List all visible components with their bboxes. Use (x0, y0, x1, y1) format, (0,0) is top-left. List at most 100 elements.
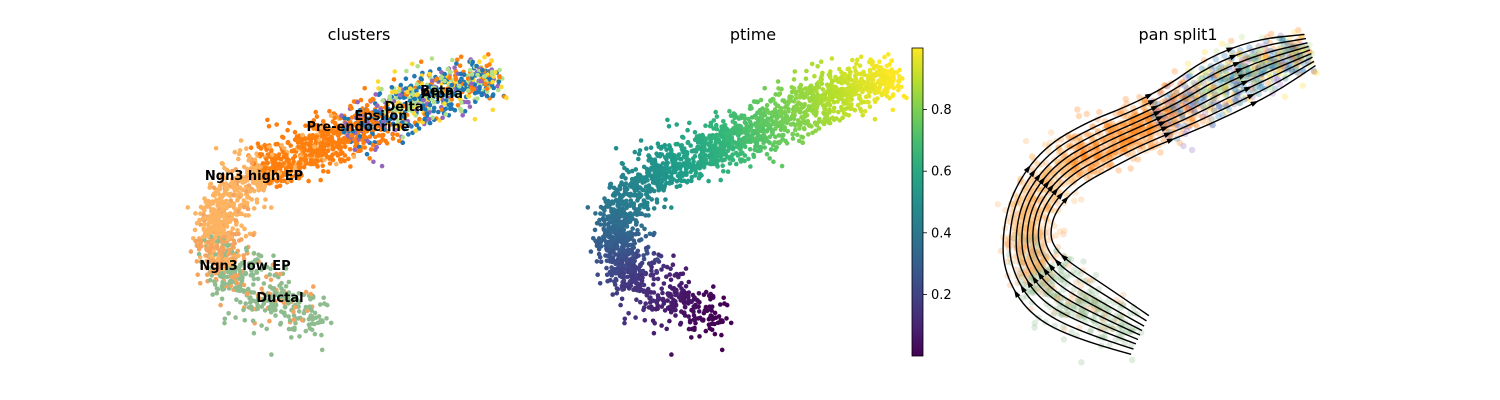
ptime-point (713, 315, 719, 321)
ptime-point (615, 286, 621, 292)
ptime-point (768, 126, 773, 131)
cluster-point (249, 264, 254, 270)
cluster-point (297, 334, 302, 339)
cluster-point (276, 161, 282, 167)
ptime-point (642, 199, 647, 204)
cluster-point (219, 225, 224, 230)
cluster-point (222, 320, 227, 326)
ptime-points (585, 52, 909, 357)
ptime-point (631, 192, 636, 198)
ptime-point (594, 259, 600, 264)
ptime-point (643, 301, 648, 306)
cluster-point (286, 294, 291, 300)
cluster-point (256, 252, 261, 257)
cluster-point (454, 61, 459, 66)
ptime-point (890, 79, 895, 85)
ptime-point (617, 248, 622, 253)
ptime-point (825, 89, 830, 94)
cluster-point (470, 59, 476, 65)
cluster-point (414, 122, 420, 128)
ptime-point (781, 132, 786, 138)
cluster-point (272, 307, 278, 313)
ptime-point (778, 107, 783, 112)
cluster-point (266, 124, 272, 129)
ptime-point (708, 139, 714, 144)
cluster-point (379, 86, 384, 92)
ptime-point (686, 294, 691, 300)
ptime-point (754, 115, 759, 121)
cluster-point (205, 233, 211, 239)
ptime-point (803, 76, 809, 81)
ptime-point (855, 57, 860, 63)
cluster-point (293, 170, 299, 176)
cluster-point (301, 164, 307, 170)
ptime-point (753, 140, 758, 145)
cluster-point (287, 120, 292, 126)
cluster-point (277, 283, 282, 288)
cluster-point (210, 224, 216, 229)
ptime-point (742, 115, 747, 121)
cluster-point (249, 268, 254, 274)
faded-point (1096, 108, 1103, 116)
cluster-point (264, 156, 269, 162)
cluster-point (478, 78, 483, 84)
ptime-point (685, 299, 691, 305)
ptime-point (706, 322, 712, 328)
ptime-point (620, 213, 626, 218)
ptime-point (818, 59, 824, 64)
cluster-point (249, 176, 255, 182)
cluster-point (477, 59, 482, 64)
ptime-point (645, 170, 650, 176)
faded-point (1060, 336, 1068, 343)
cluster-point (215, 190, 221, 196)
cluster-point (442, 78, 447, 84)
cluster-point (232, 149, 238, 155)
cluster-point (260, 168, 266, 173)
ptime-point (821, 98, 826, 103)
ptime-point (720, 163, 725, 168)
ptime-point (721, 168, 726, 174)
ptime-point (634, 253, 640, 259)
cluster-point (324, 154, 330, 159)
cluster-point (368, 147, 374, 152)
cluster-point (268, 266, 273, 272)
ptime-point (601, 227, 607, 233)
ptime-point (615, 238, 621, 244)
cluster-point (267, 181, 272, 186)
cluster-point (265, 298, 270, 303)
ptime-point (823, 107, 828, 112)
ptime-point (592, 227, 598, 233)
ptime-point (671, 286, 677, 291)
ptime-point (619, 200, 625, 205)
ptime-point (604, 272, 610, 278)
cluster-point (219, 193, 225, 199)
ptime-point (593, 238, 598, 244)
cluster-point (206, 239, 211, 245)
cluster-point (188, 249, 194, 254)
cluster-point (318, 177, 324, 183)
ptime-point (613, 269, 619, 275)
cluster-point (211, 207, 217, 212)
cluster-point (372, 112, 378, 118)
cluster-point (269, 352, 274, 357)
cluster-point (358, 148, 363, 153)
ptime-point (829, 56, 835, 61)
cluster-point (304, 308, 310, 314)
cluster-point (288, 163, 294, 168)
cluster-point (406, 104, 412, 109)
cluster-point (292, 130, 298, 135)
cluster-point (224, 218, 229, 224)
ptime-point (669, 205, 674, 210)
ptime-point (604, 265, 609, 271)
ptime-point (667, 318, 672, 324)
cluster-point (317, 146, 323, 152)
cluster-point (239, 192, 244, 198)
ptime-point (721, 119, 726, 124)
ptime-point (890, 92, 896, 97)
ptime-point (850, 57, 855, 63)
ptime-point (655, 257, 660, 262)
ptime-point (654, 268, 659, 274)
ptime-point (771, 159, 776, 165)
faded-point (1127, 165, 1134, 172)
